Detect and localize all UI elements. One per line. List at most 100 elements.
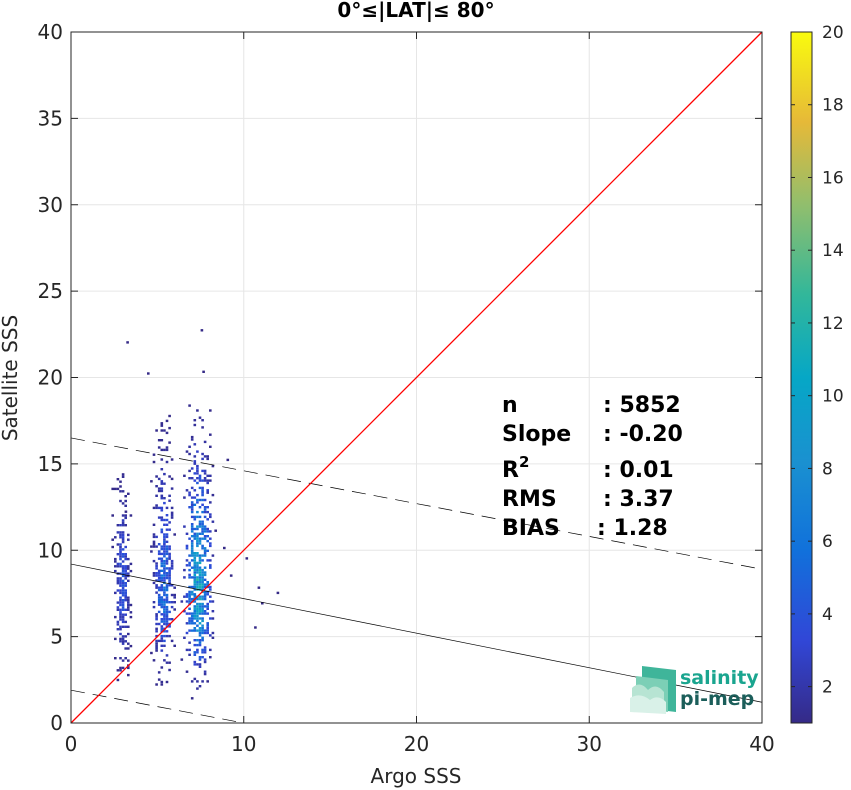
density-cell [168, 475, 171, 478]
density-cell [196, 472, 199, 475]
density-cell [203, 571, 207, 574]
density-cell [165, 550, 169, 553]
colorbar-tick-label: 8 [822, 459, 833, 479]
density-cell [203, 440, 207, 444]
density-cell [119, 632, 122, 636]
density-cell [116, 487, 120, 491]
density-cell [121, 594, 125, 597]
density-cell [193, 610, 197, 613]
density-cell [121, 599, 125, 602]
density-cell [168, 581, 171, 585]
stats-slope-value: : -0.20 [603, 422, 683, 447]
density-cell [209, 564, 212, 567]
density-cell [206, 559, 209, 562]
density-cell [190, 544, 194, 548]
density-cell [155, 591, 158, 594]
density-cell [121, 560, 125, 563]
stats-rms-value: : 3.37 [603, 487, 674, 512]
density-cell [116, 678, 120, 682]
density-cell [155, 429, 158, 432]
density-cell [193, 568, 197, 572]
density-cell [209, 445, 212, 448]
density-cell [190, 503, 194, 506]
density-cell [198, 532, 202, 535]
density-cell [206, 535, 209, 538]
density-cell [206, 605, 209, 608]
density-cell [209, 544, 212, 548]
density-cell [124, 567, 127, 570]
density-cell [129, 514, 133, 517]
density-cell [206, 680, 209, 683]
density-cell [121, 524, 125, 527]
density-cell [229, 574, 233, 577]
density-cell [190, 614, 194, 618]
density-cell [201, 656, 204, 659]
density-cell [193, 651, 197, 654]
density-cell [119, 628, 122, 631]
density-cell [127, 572, 130, 575]
density-cell [170, 477, 174, 481]
density-cell [163, 429, 166, 432]
density-cell [165, 523, 169, 526]
density-cell [127, 557, 130, 561]
density-cell [155, 586, 158, 589]
density-cell [196, 564, 199, 567]
density-cell [198, 568, 202, 572]
density-cell [124, 582, 127, 585]
density-cell [196, 481, 199, 485]
density-cell [121, 514, 125, 517]
density-cell [206, 602, 209, 606]
density-cell [116, 589, 120, 592]
density-cell [201, 639, 204, 642]
density-cell [116, 478, 120, 481]
density-cell [201, 597, 204, 601]
density-cell [201, 680, 204, 683]
logo-text-salinity: salinity [680, 667, 759, 689]
density-cell [160, 584, 164, 587]
density-cell [119, 625, 122, 628]
density-cell [121, 536, 125, 539]
density-cell [155, 562, 158, 565]
density-cell [206, 539, 209, 543]
density-cell [124, 514, 127, 517]
density-cell [116, 562, 120, 566]
density-cell [160, 601, 164, 604]
density-cell [185, 489, 189, 492]
density-cell [150, 550, 153, 553]
density-cell [193, 600, 197, 603]
density-cell [119, 613, 122, 616]
density-cell [119, 618, 122, 621]
density-cell [206, 527, 209, 531]
density-cell [165, 588, 169, 592]
density-cell [160, 562, 164, 565]
density-cell [157, 579, 161, 582]
density-cell [160, 579, 164, 582]
density-cell [196, 602, 199, 606]
density-cell [193, 585, 197, 589]
density-cell [193, 489, 197, 492]
density-cell [196, 624, 199, 627]
density-cell [198, 610, 202, 613]
density-cell [121, 567, 125, 570]
density-cell [211, 520, 215, 523]
density-cell [198, 498, 202, 502]
density-cell [121, 625, 125, 628]
density-cell [201, 544, 204, 548]
density-cell [121, 473, 125, 476]
density-cell [209, 617, 212, 620]
density-cell [223, 546, 226, 550]
density-cell [163, 569, 166, 572]
density-cell [203, 585, 207, 589]
density-cell [198, 627, 202, 630]
density-cell [196, 629, 199, 632]
density-cell [201, 588, 204, 591]
density-cell [206, 629, 209, 632]
density-cell [119, 589, 122, 592]
density-cell [198, 479, 202, 482]
density-cell [257, 586, 261, 589]
density-cell [198, 612, 202, 615]
density-cell [163, 593, 166, 597]
density-cell [121, 579, 125, 582]
density-cell [196, 409, 199, 412]
density-cell [185, 559, 189, 562]
